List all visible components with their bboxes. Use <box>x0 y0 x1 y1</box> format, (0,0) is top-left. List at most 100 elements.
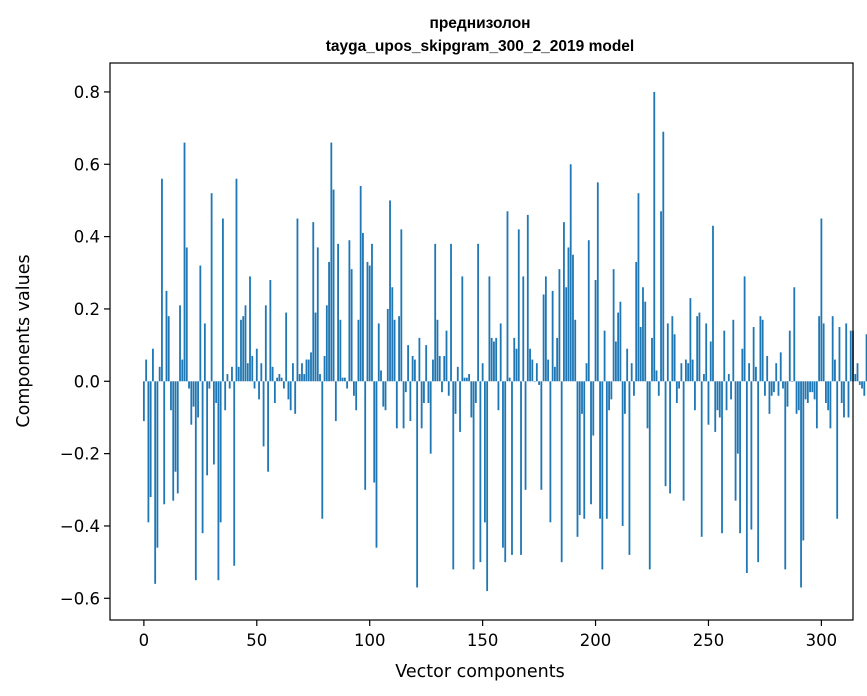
bar <box>858 381 861 385</box>
bar <box>682 381 685 501</box>
bar <box>377 323 380 382</box>
bar <box>280 377 283 382</box>
y-axis-label: Components values <box>14 254 34 427</box>
bar <box>773 381 775 393</box>
bar <box>655 370 658 382</box>
bar <box>743 276 746 382</box>
bar <box>493 341 495 382</box>
bar <box>748 363 751 382</box>
bar <box>786 381 789 407</box>
y-tick-label: 0.0 <box>74 372 100 391</box>
bar <box>474 381 477 403</box>
bar <box>312 222 315 382</box>
bar <box>791 381 793 382</box>
bar <box>506 211 509 382</box>
bar <box>619 301 622 382</box>
bar <box>194 381 197 581</box>
x-tick-label: 300 <box>806 631 838 650</box>
bar <box>662 131 665 382</box>
bar <box>716 381 719 411</box>
bar <box>594 280 597 382</box>
bar <box>544 276 547 382</box>
bar <box>827 381 830 411</box>
bar <box>549 381 552 523</box>
bar <box>553 366 556 382</box>
bar <box>524 381 527 490</box>
bar <box>784 381 787 570</box>
bar <box>818 316 821 382</box>
bar <box>540 381 543 490</box>
bar <box>185 247 188 382</box>
bar <box>795 381 798 414</box>
bar <box>596 182 599 382</box>
bar <box>244 305 247 382</box>
bar <box>461 276 464 382</box>
bar <box>325 305 328 382</box>
bar <box>542 294 545 382</box>
bar <box>294 381 297 414</box>
bar <box>192 381 195 407</box>
bar <box>197 381 199 418</box>
bar <box>764 381 766 396</box>
bar <box>174 381 177 472</box>
bar <box>380 370 382 382</box>
bar <box>273 381 276 403</box>
bar <box>407 345 410 382</box>
bar <box>303 374 306 382</box>
bar <box>172 381 175 501</box>
bar <box>838 327 841 382</box>
bar <box>452 381 455 570</box>
bar <box>834 359 836 382</box>
bar <box>395 381 398 429</box>
bar <box>820 218 823 382</box>
bar <box>610 381 613 400</box>
bar <box>420 381 423 429</box>
bar <box>404 381 407 393</box>
bar <box>583 381 586 519</box>
bar <box>353 381 355 396</box>
bar <box>319 374 321 382</box>
bar <box>567 247 570 382</box>
bar <box>707 381 710 425</box>
bar <box>289 381 292 411</box>
bar <box>201 381 204 534</box>
bar <box>416 381 419 588</box>
bar <box>730 381 732 400</box>
bar <box>825 381 827 403</box>
bar <box>413 359 416 382</box>
bar <box>712 225 714 382</box>
bar <box>181 359 184 382</box>
bar <box>343 377 346 382</box>
bar <box>366 261 369 382</box>
bar <box>199 265 202 382</box>
bar <box>176 381 179 494</box>
bar <box>782 381 784 389</box>
bar <box>703 374 705 382</box>
y-axis-ticks: −0.6 −0.4 −0.2 0.0 0.2 0.4 0.6 0.8 <box>60 83 110 608</box>
bar <box>237 366 240 382</box>
y-tick-label: −0.2 <box>60 445 100 464</box>
x-axis-ticks: 0 50 100 150 200 250 300 <box>139 620 838 650</box>
bar <box>515 348 518 382</box>
bar <box>865 334 867 382</box>
bar <box>558 269 561 382</box>
bar <box>793 287 796 382</box>
bar <box>307 359 310 382</box>
bar <box>441 381 443 393</box>
bar <box>278 374 281 382</box>
bar <box>637 193 640 382</box>
bar <box>574 319 577 382</box>
bar <box>228 381 231 389</box>
bar <box>811 381 814 393</box>
bar <box>226 374 229 382</box>
bar <box>603 330 606 382</box>
bar <box>644 301 647 382</box>
bar <box>242 316 245 382</box>
bar <box>152 348 154 382</box>
bar <box>863 381 866 396</box>
bar <box>687 363 690 382</box>
bar <box>617 312 620 382</box>
bar <box>255 348 258 382</box>
bar <box>267 381 269 472</box>
bar <box>547 359 550 382</box>
